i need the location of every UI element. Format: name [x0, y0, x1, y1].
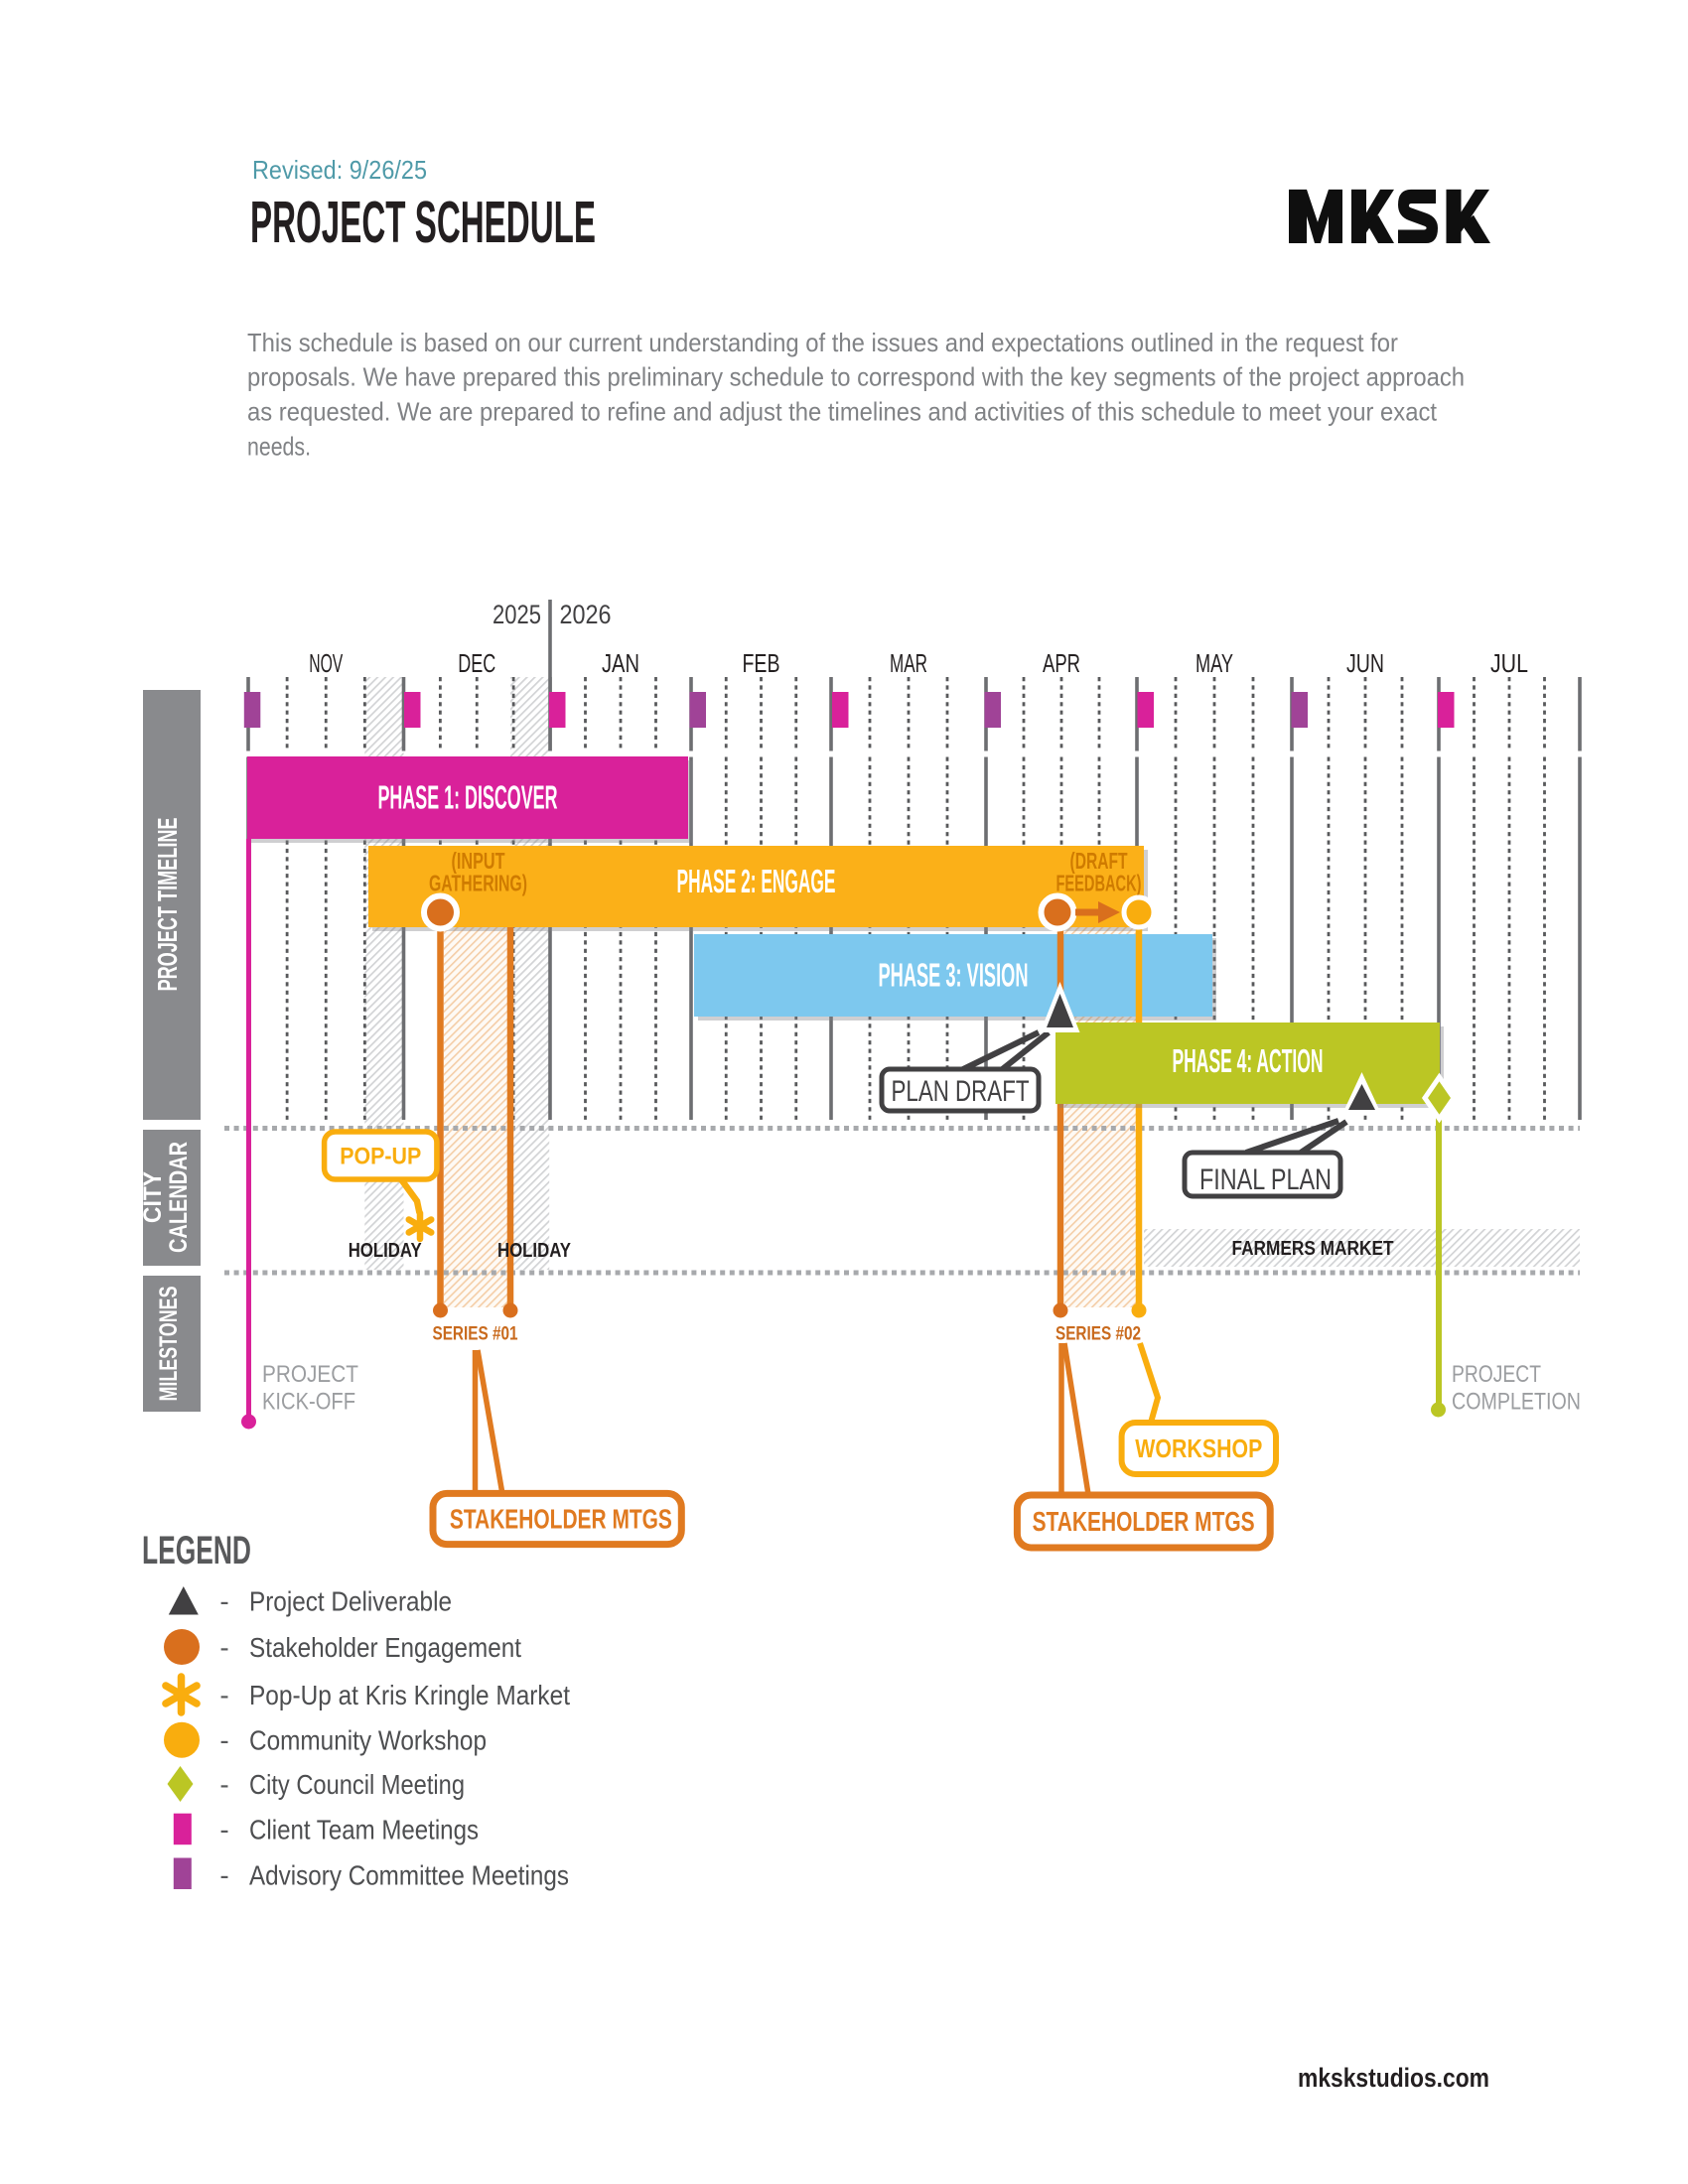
svg-text:-: - — [219, 1859, 228, 1890]
svg-text:MAR: MAR — [890, 648, 927, 678]
svg-text:Advisory Committee Meetings: Advisory Committee Meetings — [249, 1859, 569, 1890]
svg-text:City Council Meeting: City Council Meeting — [249, 1769, 465, 1800]
svg-text:NOV: NOV — [309, 648, 343, 678]
svg-text:Community Workshop: Community Workshop — [249, 1725, 487, 1756]
svg-text:MAY: MAY — [1196, 648, 1233, 678]
svg-text:Pop-Up at Kris Kringle Market: Pop-Up at Kris Kringle Market — [249, 1680, 570, 1710]
svg-text:DEC: DEC — [458, 648, 495, 678]
svg-text:STAKEHOLDER MTGS: STAKEHOLDER MTGS — [1033, 1506, 1255, 1537]
svg-text:Project Deliverable: Project Deliverable — [249, 1586, 452, 1617]
svg-text:-: - — [219, 1680, 228, 1710]
svg-text:MILESTONES: MILESTONES — [155, 1287, 183, 1402]
svg-text:Stakeholder Engagement: Stakeholder Engagement — [249, 1632, 521, 1663]
svg-text:(INPUT: (INPUT — [452, 848, 505, 874]
svg-text:SERIES #01: SERIES #01 — [433, 1324, 518, 1345]
svg-text:JUL: JUL — [1490, 648, 1528, 678]
svg-text:proposals. We have prepared th: proposals. We have prepared this prelimi… — [247, 362, 1465, 392]
svg-text:PROJECT: PROJECT — [1452, 1361, 1541, 1388]
svg-text:PROJECT: PROJECT — [262, 1361, 358, 1388]
svg-text:mkskstudios.com: mkskstudios.com — [1298, 2063, 1489, 2093]
svg-text:Client Team Meetings: Client Team Meetings — [249, 1815, 479, 1845]
svg-text:WORKSHOP: WORKSHOP — [1135, 1433, 1262, 1463]
svg-text:HOLIDAY: HOLIDAY — [497, 1240, 572, 1262]
svg-text:-: - — [219, 1725, 228, 1756]
svg-text:COMPLETION: COMPLETION — [1452, 1389, 1581, 1416]
svg-text:FEB: FEB — [743, 648, 780, 678]
svg-text:-: - — [219, 1815, 228, 1845]
svg-text:(DRAFT: (DRAFT — [1070, 848, 1128, 874]
svg-text:-: - — [219, 1632, 228, 1663]
svg-text:FARMERS MARKET: FARMERS MARKET — [1232, 1238, 1394, 1260]
svg-text:GATHERING): GATHERING) — [429, 871, 527, 896]
svg-text:JAN: JAN — [602, 648, 639, 678]
svg-text:LEGEND: LEGEND — [142, 1529, 251, 1572]
svg-text:as requested. We are prepared: as requested. We are prepared to refine … — [247, 397, 1438, 427]
svg-text:2026: 2026 — [560, 600, 612, 629]
svg-text:STAKEHOLDER MTGS: STAKEHOLDER MTGS — [450, 1504, 672, 1535]
svg-text:KICK-OFF: KICK-OFF — [262, 1389, 355, 1416]
svg-text:PHASE 4: ACTION: PHASE 4: ACTION — [1173, 1042, 1324, 1079]
svg-text:FEEDBACK): FEEDBACK) — [1056, 871, 1142, 896]
svg-text:CITY: CITY — [139, 1171, 167, 1223]
svg-text:PLAN DRAFT: PLAN DRAFT — [892, 1075, 1030, 1108]
svg-text:SERIES #02: SERIES #02 — [1055, 1324, 1141, 1345]
svg-text:PROJECT TIMELINE: PROJECT TIMELINE — [152, 818, 183, 992]
svg-text:Revised: 9/26/25: Revised: 9/26/25 — [252, 155, 427, 185]
svg-text:PHASE 2: ENGAGE: PHASE 2: ENGAGE — [677, 863, 836, 899]
svg-text:-: - — [219, 1769, 228, 1800]
svg-text:This schedule is based on our: This schedule is based on our current un… — [247, 328, 1398, 357]
svg-text:needs.: needs. — [247, 431, 311, 461]
svg-text:JUN: JUN — [1346, 648, 1384, 678]
svg-text:FINAL PLAN: FINAL PLAN — [1199, 1163, 1332, 1196]
svg-text:-: - — [219, 1586, 228, 1617]
svg-text:2025: 2025 — [492, 600, 541, 629]
svg-text:APR: APR — [1043, 648, 1080, 678]
svg-text:POP-UP: POP-UP — [340, 1144, 421, 1170]
svg-text:CALENDAR: CALENDAR — [165, 1142, 193, 1253]
svg-text:HOLIDAY: HOLIDAY — [349, 1240, 423, 1262]
svg-text:PROJECT SCHEDULE: PROJECT SCHEDULE — [250, 190, 596, 255]
svg-text:PHASE 3: VISION: PHASE 3: VISION — [879, 957, 1029, 994]
svg-text:PHASE 1: DISCOVER: PHASE 1: DISCOVER — [378, 779, 558, 816]
